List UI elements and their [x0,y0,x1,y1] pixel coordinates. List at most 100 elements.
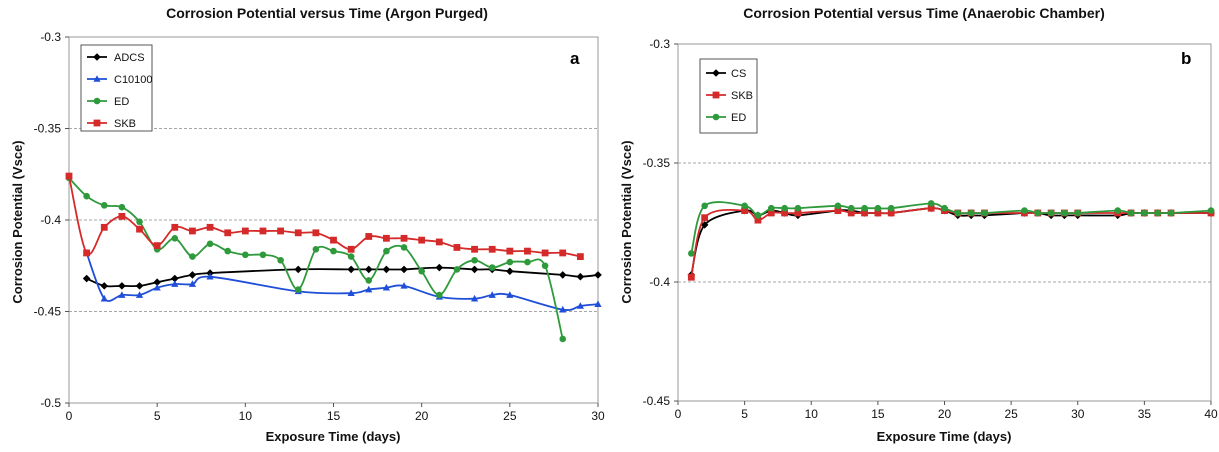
data-point-ed [1021,207,1028,214]
data-point-ed [206,240,214,248]
legend-marker-skb [93,119,101,127]
data-point-skb [365,233,373,240]
data-point-ed [767,204,775,212]
data-point-c10100 [347,289,355,296]
data-point-ed [294,286,302,293]
data-point-adcs [576,272,585,281]
data-point-skb [741,207,749,214]
series-skb [65,172,584,260]
data-point-ed [506,258,514,266]
data-point-adcs [558,271,567,279]
chart-a-y-ticks: -0.3 -0.35 -0.4 -0.45 -0.5 [34,30,69,410]
data-point-skb [83,249,91,257]
data-point-ed [365,277,373,284]
data-point-skb [834,207,842,214]
data-point-adcs [100,282,109,290]
chart-panel-a: Corrosion Potential versus Time (Argon P… [10,5,605,444]
data-point-skb [100,223,108,231]
data-point-skb [383,234,390,242]
data-point-skb [453,244,461,251]
legend-label-adcs: ADCS [114,52,145,64]
data-point-c10100 [153,283,161,291]
chart-a-y-axis-label: Corrosion Potential (Vsce) [10,140,25,303]
legend-marker-skb [712,91,720,99]
x-tick-label: 15 [327,409,341,423]
data-point-c10100 [576,302,584,309]
data-point-adcs [470,265,479,274]
data-point-ed [224,247,231,255]
y-tick-label: -0.4 [40,213,61,227]
legend-item-cs: CS [706,68,746,80]
legend-marker-ed [712,113,720,121]
y-tick-label: -0.3 [649,37,670,51]
data-point-skb [312,229,320,237]
x-tick-label: 20 [415,409,429,423]
data-point-skb [189,227,196,235]
chart-b-legend: CS SKB ED [706,68,753,124]
data-point-adcs [118,282,126,290]
data-point-adcs [364,265,373,274]
data-point-adcs [347,265,355,274]
data-point-skb [794,209,802,217]
legend-marker-adcs [93,53,101,61]
data-point-ed [834,202,842,210]
chart-a-panel-letter: a [570,49,580,68]
data-point-ed [171,235,179,242]
x-tick-label: 0 [675,407,682,421]
data-point-skb [418,236,426,244]
y-tick-label: -0.5 [40,396,61,410]
data-point-skb [847,209,855,217]
data-point-ed [541,262,549,270]
data-point-adcs [294,265,303,274]
chart-b-gridlines [678,162,1211,283]
data-point-c10100 [400,282,408,289]
chart-b-y-ticks: -0.3 -0.35 -0.4 -0.45 [643,37,678,408]
data-point-ed [383,247,390,255]
data-point-ed [400,244,408,251]
data-point-skb [241,227,249,235]
data-point-ed [1034,209,1042,217]
legend-item-skb: SKB [706,90,753,102]
data-point-adcs [382,265,391,274]
series-line-skb [690,207,1211,278]
data-point-ed [559,335,567,343]
data-point-skb [576,253,584,260]
y-tick-label: -0.3 [40,30,61,44]
data-point-skb [541,249,549,257]
legend-item-ed: ED [87,96,129,108]
data-point-ed [954,209,962,217]
data-point-ed [347,253,355,260]
data-point-c10100 [594,300,602,307]
data-point-ed [927,200,935,207]
legend-item-ed: ED [706,112,746,124]
data-point-ed [701,202,708,210]
data-point-ed [418,267,425,275]
chart-b-x-axis-label: Exposure Time (days) [877,429,1012,444]
data-point-skb [294,229,302,237]
data-point-skb [136,225,143,233]
chart-b-y-axis-label: Corrosion Potential (Vsce) [619,140,634,303]
legend-label-ed: ED [114,96,129,108]
x-tick-label: 35 [1138,407,1152,421]
x-tick-label: 5 [741,407,748,421]
data-point-ed [471,256,478,264]
data-point-ed [967,209,975,217]
legend-marker-ed [93,97,101,105]
data-point-c10100 [171,280,179,287]
data-point-skb [400,234,408,242]
series-line-ed [690,201,1212,254]
data-point-ed [1167,209,1175,217]
legend-marker-c10100 [93,75,101,82]
data-point-adcs [506,267,514,276]
x-tick-label: 30 [591,409,605,423]
data-point-skb [488,245,496,253]
x-tick-label: 10 [239,409,253,423]
chart-b-title: Corrosion Potential versus Time (Anaerob… [743,5,1105,21]
data-point-skb [206,223,214,231]
data-point-skb [330,236,337,244]
x-tick-label: 30 [1071,407,1085,421]
x-tick-label: 10 [805,407,819,421]
data-point-ed [941,204,948,212]
data-point-skb [506,247,514,255]
